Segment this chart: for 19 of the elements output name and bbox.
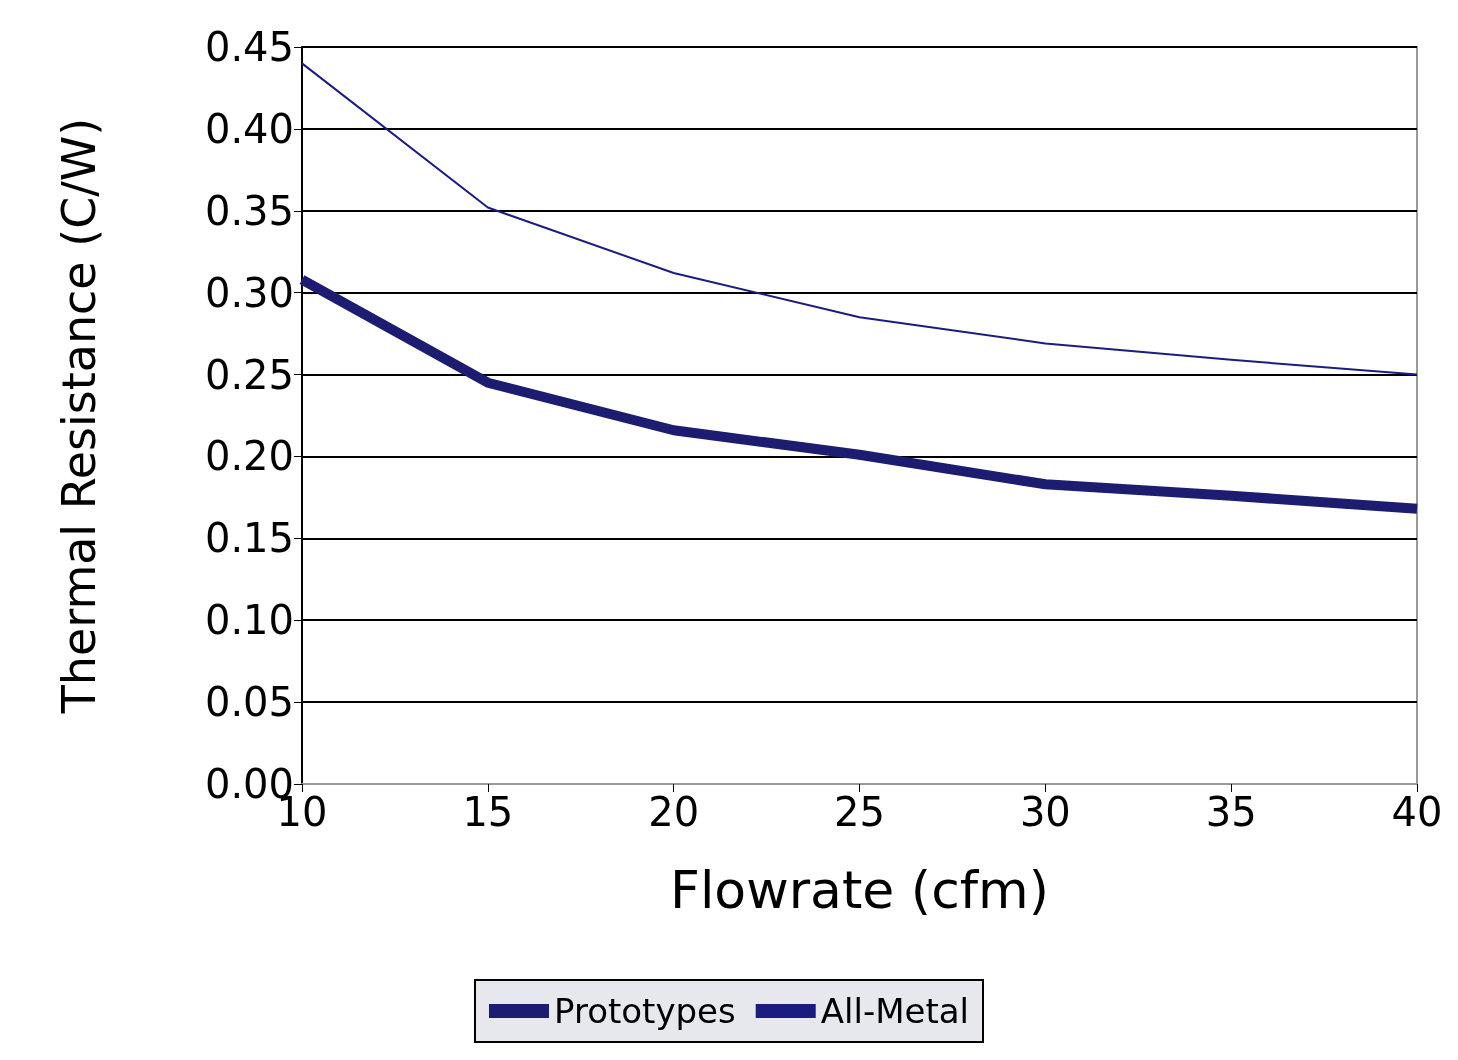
legend-label: Prototypes: [553, 991, 736, 1031]
y-tick-label: 0.25: [204, 351, 294, 398]
y-tick-label: 0.15: [204, 515, 294, 562]
y-tick-label: 0.20: [204, 433, 294, 480]
x-tick-label: 35: [1205, 789, 1257, 835]
x-tick-label: 40: [1391, 789, 1443, 835]
x-tick-label: 15: [462, 789, 514, 835]
x-tick-label: 30: [1019, 789, 1071, 835]
y-tick-label: 0.45: [204, 24, 294, 70]
y-tick-label: 0.10: [204, 597, 294, 644]
x-tick-label: 25: [834, 789, 885, 835]
y-tick-label: 0.05: [204, 679, 294, 726]
y-tick-label: 0.30: [204, 269, 294, 316]
y-tick-label: 0.40: [204, 105, 294, 152]
y-tick-label: 0.35: [204, 187, 294, 234]
y-axis-title: Thermal Resistance (C/W): [52, 117, 106, 715]
x-axis-title: Flowrate (cfm): [670, 860, 1049, 920]
x-tick-label: 20: [648, 789, 700, 835]
legend-label: All-Metal: [820, 991, 970, 1031]
